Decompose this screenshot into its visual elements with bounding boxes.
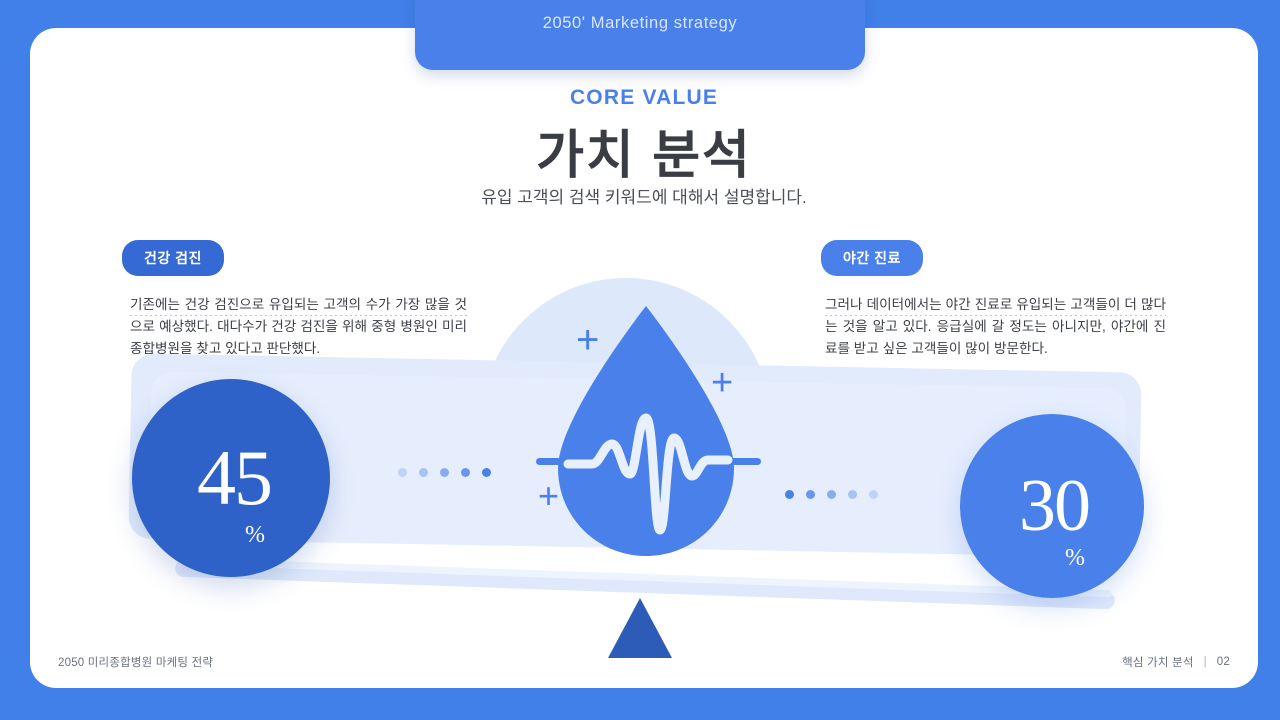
- page-subtitle: 유입 고객의 검색 키워드에 대해서 설명합니다.: [481, 188, 807, 207]
- slide-header-tab-label: 2050' Marketing strategy: [542, 14, 738, 32]
- slide-header-tab: 2050' Marketing strategy: [415, 0, 865, 70]
- footer-page-number: 02: [1216, 656, 1230, 668]
- balance-scale-graphic: 45 % 30 %: [30, 28, 1258, 688]
- medical-plus-icon: +: [711, 362, 734, 404]
- dot: [398, 468, 407, 477]
- dot: [419, 468, 428, 477]
- stat-symbol-right: %: [1065, 545, 1085, 571]
- dot: [785, 490, 794, 499]
- slide-card: CORE VALUE 가치 분석 유입 고객의 검색 키워드에 대해서 설명합니…: [30, 28, 1258, 688]
- droplet-cluster: + + +: [496, 268, 796, 558]
- footer-left-text: 2050 미리종합병원 마케팅 전략: [58, 657, 214, 669]
- footer-separator: |: [1203, 656, 1207, 668]
- heartbeat-pulse-icon: [563, 413, 733, 535]
- dot-trail-right: [785, 490, 878, 499]
- dot: [827, 490, 836, 499]
- dot: [461, 468, 470, 477]
- dot-trail-left: [398, 468, 491, 477]
- stat-circle-left: 45 %: [132, 379, 330, 577]
- panel-left: 건강 검진 기존에는 건강 검진으로 유입되는 고객의 수가 가장 많을 것으로…: [122, 240, 467, 360]
- dot: [440, 468, 449, 477]
- stat-symbol-left: %: [245, 522, 265, 548]
- medical-plus-icon: +: [538, 475, 560, 516]
- panel-right-body: 그러나 데이터에서는 야간 진료로 유입되는 고객들이 더 많다는 것을 알고 …: [825, 294, 1166, 360]
- dot: [482, 468, 491, 477]
- dot: [848, 490, 857, 499]
- balance-fulcrum-icon: [608, 598, 672, 658]
- footer-section-label: 핵심 가치 분석: [1122, 657, 1194, 669]
- stat-value-right: 30: [1019, 465, 1091, 547]
- panel-left-body: 기존에는 건강 검진으로 유입되는 고객의 수가 가장 많을 것으로 예상했다.…: [130, 294, 467, 360]
- stat-circle-right: 30 %: [960, 414, 1144, 598]
- footer-right: 핵심 가치 분석 | 02: [1122, 654, 1230, 670]
- dot: [806, 490, 815, 499]
- medical-plus-icon: +: [576, 318, 600, 362]
- panel-right-badge: 야간 진료: [821, 240, 923, 276]
- stat-value-left: 45: [197, 434, 273, 521]
- panel-left-badge: 건강 검진: [122, 240, 224, 276]
- panel-right: 야간 진료 그러나 데이터에서는 야간 진료로 유입되는 고객들이 더 많다는 …: [821, 240, 1166, 360]
- page-title: 가치 분석: [536, 127, 752, 185]
- water-drop-icon: [558, 306, 734, 556]
- eyebrow-text: CORE VALUE: [569, 86, 719, 109]
- dot: [869, 490, 878, 499]
